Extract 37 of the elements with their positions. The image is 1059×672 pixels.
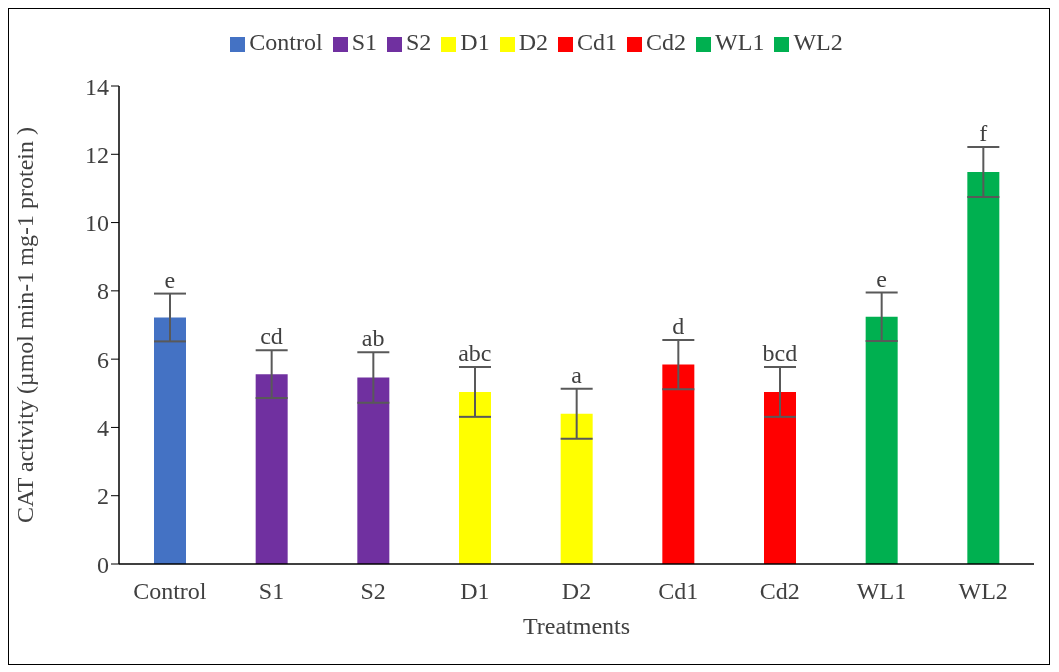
y-tick-label: 12	[85, 141, 109, 168]
y-tick-label: 0	[97, 551, 109, 578]
legend-label: S2	[406, 29, 432, 55]
y-tick-label: 2	[97, 483, 109, 510]
x-tick-label: S1	[258, 578, 285, 605]
legend-label: D2	[518, 29, 549, 55]
x-tick-label: D1	[460, 578, 490, 605]
annotation: e	[164, 266, 176, 293]
annotation: e	[876, 265, 887, 292]
y-tick-label: 4	[97, 414, 109, 441]
legend-label: WL2	[793, 29, 843, 55]
x-axis-title: Treatments	[522, 613, 631, 639]
annotation: ab	[361, 325, 385, 352]
y-tick-label: 10	[85, 210, 109, 237]
x-tick-label: WL1	[856, 578, 907, 605]
legend-label: Cd2	[646, 29, 687, 55]
annotation: abc	[458, 340, 492, 366]
y-tick-label: 6	[97, 346, 109, 373]
x-tick-label: Cd2	[759, 578, 800, 605]
annotation: d	[672, 313, 685, 340]
y-tick-label: 14	[85, 73, 109, 100]
x-tick-label: WL2	[958, 578, 1008, 605]
y-tick-label: 8	[97, 278, 109, 305]
legend-label: Cd1	[577, 29, 618, 55]
annotation: a	[571, 361, 583, 388]
annotation: bcd	[762, 340, 798, 366]
x-tick-label: Control	[133, 578, 207, 605]
legend-label: WL1	[715, 29, 765, 55]
legend-label: Control	[249, 29, 323, 55]
legend-label: S1	[351, 29, 377, 55]
legend-label: D1	[460, 29, 490, 55]
y-axis-title: CAT activity (µmol min-1 mg-1 protein )	[11, 127, 38, 523]
annotation: f	[979, 120, 988, 147]
x-tick-label: D2	[561, 578, 592, 605]
x-tick-label: Cd1	[658, 578, 699, 605]
annotation: cd	[260, 323, 283, 350]
x-tick-label: S2	[360, 578, 386, 605]
